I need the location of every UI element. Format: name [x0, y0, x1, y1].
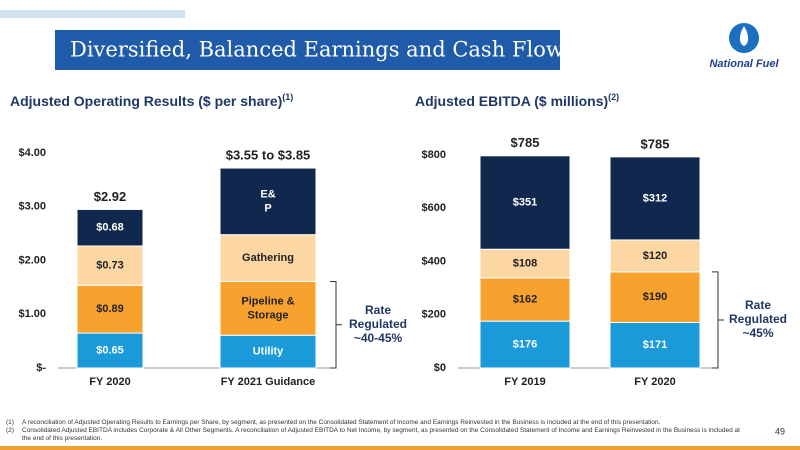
value-label: $312	[643, 192, 667, 204]
segment-name: E& P	[260, 188, 275, 214]
y-tick-label: $1.00	[18, 308, 46, 320]
annotation: ~45%	[742, 326, 773, 340]
y-tick-label: $3.00	[18, 201, 46, 213]
y-tick-label: $600	[422, 202, 446, 214]
bar-segment	[219, 234, 317, 282]
value-label: $0.73	[96, 260, 124, 272]
value-label: $120	[643, 250, 667, 262]
total-label: $2.92	[94, 189, 127, 204]
annotation: Rate	[745, 298, 771, 312]
bar-segment	[609, 239, 701, 273]
chart-title-note: (1)	[282, 92, 293, 102]
value-label: $108	[513, 258, 537, 270]
y-tick-label: $200	[422, 309, 446, 321]
bracket	[712, 271, 724, 369]
chart-title: Adjusted Operating Results ($ per share)…	[10, 92, 293, 108]
value-label: $0.68	[96, 222, 124, 234]
total-label: $785	[641, 136, 670, 151]
x-tick-label: FY 2020	[634, 376, 675, 388]
bar-segment	[76, 208, 144, 247]
footnote: (2) Consolidated Adjusted EBITDA includes…	[6, 427, 746, 443]
header-accent	[0, 10, 185, 18]
y-tick-label: $4.00	[18, 147, 46, 159]
footnote-marker: (2)	[6, 427, 14, 434]
y-tick-label: $2.00	[18, 254, 46, 266]
total-label: $3.55 to $3.85	[226, 147, 311, 162]
segment-name-line: Pipeline &	[241, 295, 294, 307]
header-banner	[55, 30, 560, 70]
segment-name: Pipeline & Storage	[241, 295, 294, 321]
value-label: $0.89	[96, 303, 124, 315]
value-label: $190	[643, 291, 667, 303]
bar-segment	[219, 334, 317, 369]
annotation: Regulated	[349, 317, 407, 331]
bar-segment	[609, 271, 701, 323]
annotation: Rate	[365, 303, 391, 317]
value-label: $162	[513, 293, 537, 305]
logo-text: National Fuel	[709, 58, 779, 70]
bar-segment	[609, 321, 701, 369]
footnote-text: Consolidated Adjusted EBITDA includes Co…	[22, 427, 740, 442]
value-label: $176	[513, 338, 537, 350]
footnote-text: A reconciliation of Adjusted Operating R…	[22, 419, 661, 426]
slide-title: Diversified, Balanced Earnings and Cash …	[70, 38, 575, 62]
bar-segment	[479, 277, 571, 322]
y-tick-label: $-	[36, 362, 46, 374]
bar-segment	[219, 280, 317, 336]
bar-segment	[219, 167, 317, 236]
footnote: (1) A reconciliation of Adjusted Operatin…	[6, 419, 746, 427]
segment-name: Utility	[253, 346, 284, 358]
value-label: $351	[513, 196, 537, 208]
chart-title-note: (2)	[608, 92, 619, 102]
footer-line	[0, 446, 800, 450]
total-label: $785	[511, 135, 540, 150]
bracket	[330, 280, 342, 369]
bar-segment	[479, 248, 571, 279]
segment-name-line: E&	[260, 188, 275, 200]
bar-segment	[76, 245, 144, 286]
bar-segment	[609, 156, 701, 241]
x-tick-label: FY 2020	[89, 376, 130, 388]
x-tick-label: FY 2019	[504, 376, 545, 388]
value-label: $0.65	[96, 344, 124, 356]
annotation: ~40-45%	[354, 331, 403, 345]
logo-flame	[739, 26, 749, 46]
x-tick-label: FY 2021 Guidance	[221, 376, 316, 388]
chart-title-text: Adjusted Operating Results ($ per share)	[10, 93, 282, 109]
bar-segment	[479, 320, 571, 369]
y-tick-label: $800	[422, 149, 446, 161]
bar-segment	[479, 155, 571, 250]
segment-name-line: P	[264, 202, 271, 214]
chart-title-text: Adjusted EBITDA ($ millions)	[415, 93, 608, 109]
footnote-marker: (1)	[6, 419, 14, 426]
y-tick-label: $400	[422, 255, 446, 267]
y-tick-label: $0	[434, 362, 446, 374]
annotation: Regulated	[729, 312, 787, 326]
value-label: $171	[643, 339, 667, 351]
segment-name: Gathering	[242, 252, 294, 264]
segment-name-line: Storage	[248, 309, 289, 321]
page-number: 49	[775, 426, 785, 436]
bar-segment	[76, 284, 144, 334]
chart-title: Adjusted EBITDA ($ millions)(2)	[415, 92, 619, 108]
